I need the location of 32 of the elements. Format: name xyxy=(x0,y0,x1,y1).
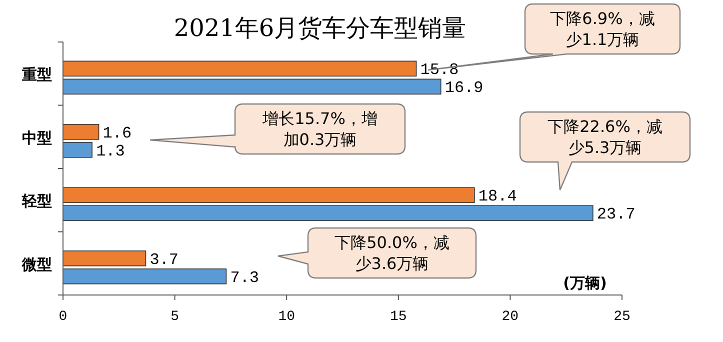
data-label: 16.9 xyxy=(444,79,484,98)
bar xyxy=(62,268,227,284)
y-tick-label: 重型 xyxy=(21,66,52,84)
y-tick-label: 中型 xyxy=(22,128,52,147)
bar xyxy=(62,78,442,95)
annotation: 增长15.7%，增加0.3万辆 xyxy=(262,108,378,150)
x-tick-label: 25 xyxy=(614,309,630,325)
x-tick-label: 10 xyxy=(278,309,296,325)
data-label: 15.8 xyxy=(420,61,459,80)
annotation: 下降6.9%，减少1.1万辆 xyxy=(549,8,656,50)
bar xyxy=(62,187,475,204)
data-label: 7.3 xyxy=(230,268,260,287)
data-label: 23.7 xyxy=(596,206,636,224)
data-label: 3.7 xyxy=(150,250,179,269)
bar xyxy=(62,124,100,140)
y-tick-label: 微型 xyxy=(21,255,52,274)
annotation: 下降22.6%，减少5.3万辆 xyxy=(546,116,664,158)
bar xyxy=(62,60,417,77)
data-label: 18.4 xyxy=(478,188,517,206)
data-label: 1.6 xyxy=(102,124,132,142)
annotation: 下降50.0%，减少3.6万辆 xyxy=(334,232,450,274)
bar xyxy=(62,142,92,158)
x-tick-label: 20 xyxy=(502,309,519,325)
y-tick-label: 轻型 xyxy=(21,192,52,210)
bar xyxy=(62,205,594,222)
x-tick-label: 5 xyxy=(170,309,180,325)
x-axis-title: (万辆) xyxy=(563,274,607,292)
chart-title: 2021年6月货车分车型销量 xyxy=(174,14,466,42)
data-label: 1.3 xyxy=(96,142,125,160)
x-tick-label: 15 xyxy=(390,309,407,325)
x-tick-label: 0 xyxy=(58,309,68,325)
bar xyxy=(62,250,146,266)
